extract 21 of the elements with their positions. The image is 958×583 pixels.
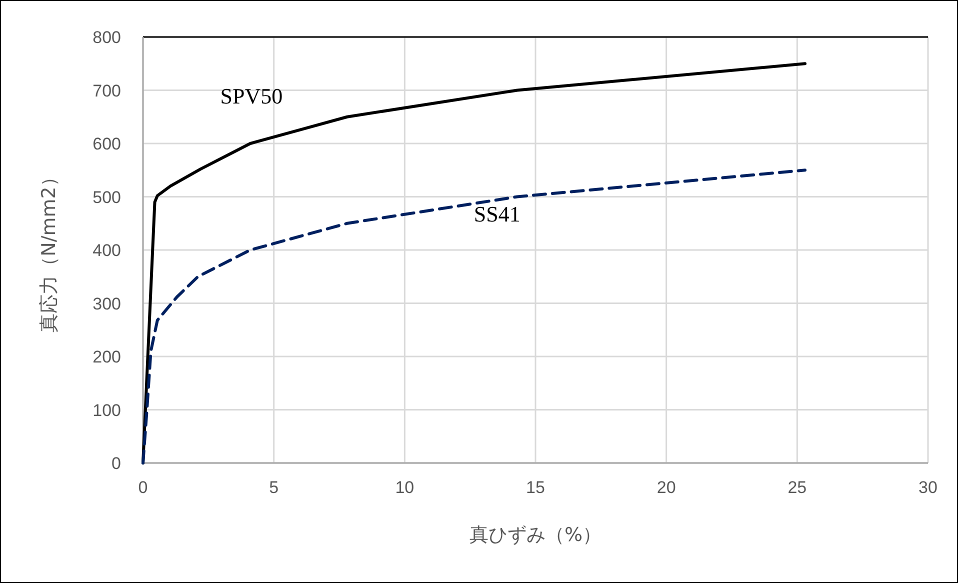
- y-tick-label: 500: [92, 188, 121, 207]
- x-tick-label: 15: [526, 478, 545, 497]
- y-tick-label: 200: [92, 348, 121, 366]
- x-axis-title: 真ひずみ（%）: [469, 524, 602, 546]
- y-tick-label: 0: [112, 454, 121, 473]
- y-tick-label: 700: [92, 81, 121, 100]
- y-axis-title: 真応力（N/mm2）: [38, 168, 60, 332]
- y-tick-label: 800: [92, 28, 121, 47]
- series-label: SS41: [474, 201, 520, 226]
- x-tick-label: 10: [395, 478, 414, 497]
- y-tick-label: 100: [92, 400, 121, 420]
- x-tick-label: 25: [788, 478, 807, 497]
- y-tick-label: 300: [92, 294, 121, 314]
- y-tick-label: 400: [92, 241, 121, 260]
- series-label: SPV50: [220, 84, 283, 108]
- x-tick-label: 0: [138, 478, 148, 497]
- x-tick-label: 20: [656, 478, 676, 497]
- y-tick-label: 600: [92, 134, 121, 154]
- x-tick-label: 5: [269, 478, 279, 497]
- x-tick-label: 30: [918, 478, 938, 497]
- line-series: [142, 168, 807, 464]
